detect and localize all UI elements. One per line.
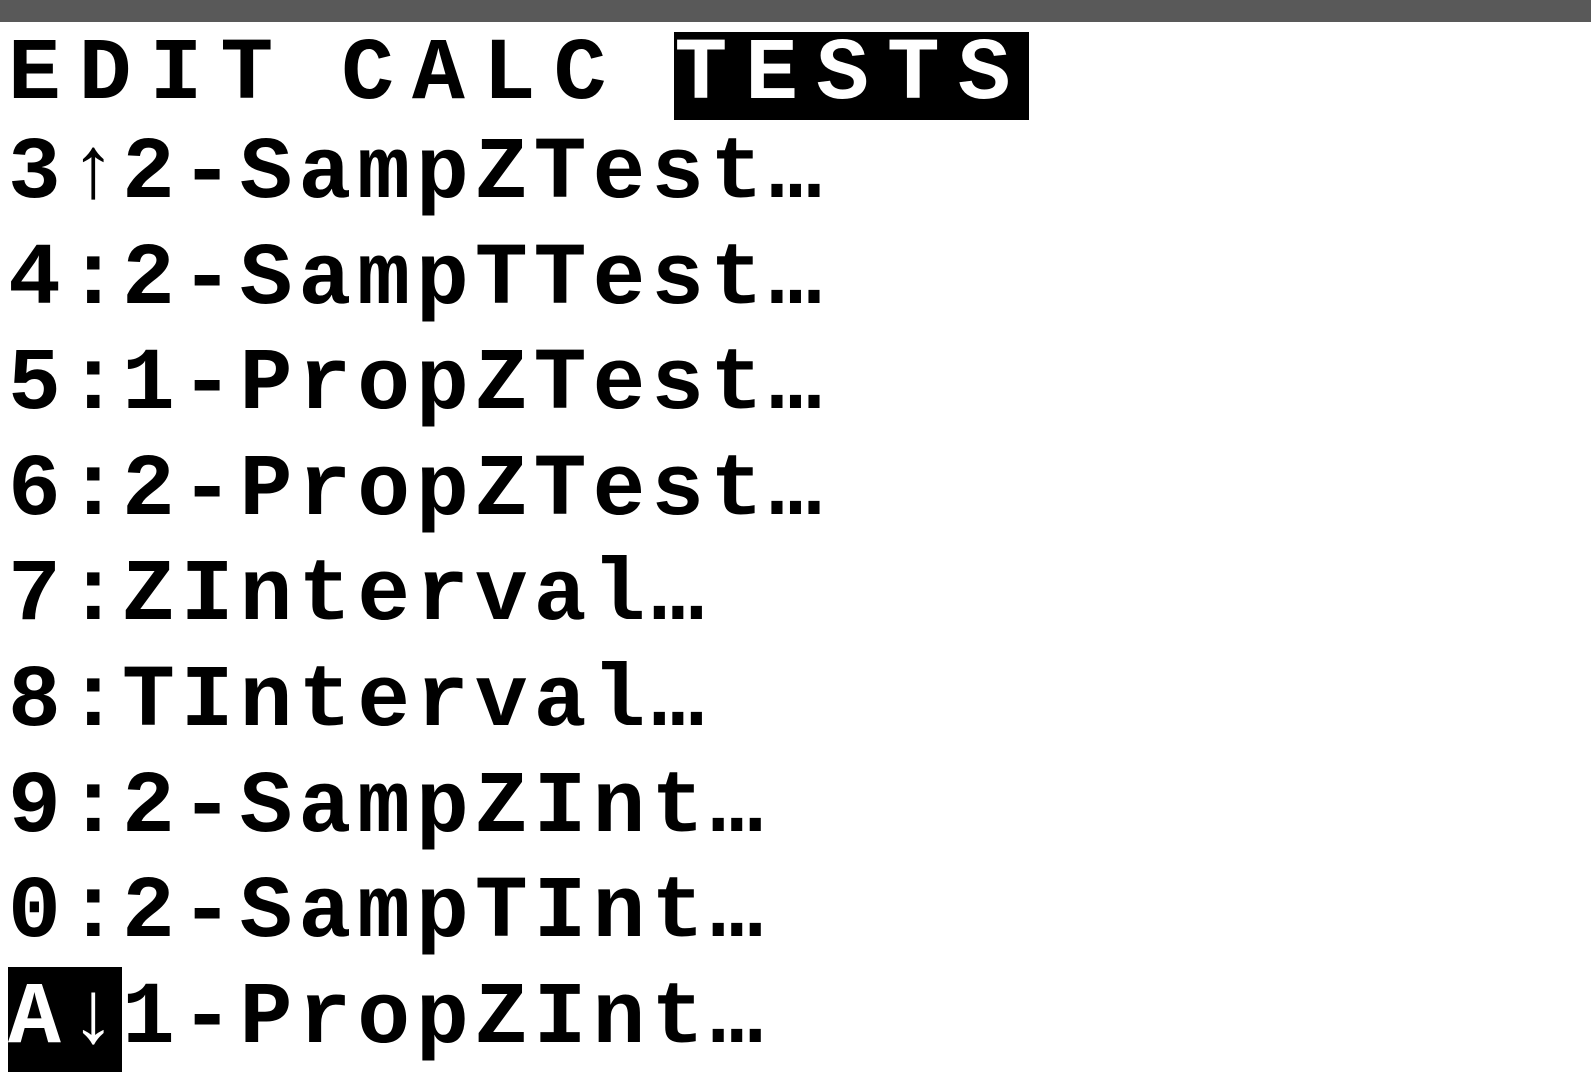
tests-menu-list: 3↑ 2-SampZTest… 4: 2-SampTTest… 5: 1-Pro…: [8, 122, 1583, 1072]
menu-item-label: 2-SampTTest…: [122, 228, 828, 334]
tab-edit[interactable]: EDIT: [8, 32, 291, 120]
menu-item-label: 2-PropZTest…: [122, 439, 828, 545]
menu-item-7[interactable]: 7: ZInterval…: [8, 544, 1583, 650]
calculator-screen: EDIT CALC TESTS 3↑ 2-SampZTest… 4: 2-Sam…: [0, 22, 1591, 1072]
menu-item-label: 2-SampZInt…: [122, 756, 769, 862]
menu-item-4[interactable]: 4: 2-SampTTest…: [8, 228, 1583, 334]
menu-item-prefix: 6:: [8, 439, 122, 545]
menu-item-prefix-highlighted: A↓: [8, 967, 122, 1072]
menu-item-prefix: 3↑: [8, 122, 122, 228]
scroll-up-icon: ↑: [67, 122, 126, 228]
window-top-bar: [0, 0, 1591, 22]
menu-item-9[interactable]: 9: 2-SampZInt…: [8, 756, 1583, 862]
menu-item-label: 1-PropZInt…: [122, 967, 769, 1072]
menu-item-prefix: 8:: [8, 650, 122, 756]
menu-item-label: ZInterval…: [122, 544, 710, 650]
menu-item-5[interactable]: 5: 1-PropZTest…: [8, 333, 1583, 439]
tab-tests[interactable]: TESTS: [674, 32, 1028, 120]
menu-item-prefix: 7:: [8, 544, 122, 650]
tab-gap: [291, 32, 341, 120]
menu-item-prefix: 9:: [8, 756, 122, 862]
menu-item-label: 2-SampZTest…: [122, 122, 828, 228]
menu-item-prefix: 5:: [8, 333, 122, 439]
menu-item-0[interactable]: 0: 2-SampTInt…: [8, 861, 1583, 967]
menu-item-label: 1-PropZTest…: [122, 333, 828, 439]
tab-calc[interactable]: CALC: [341, 32, 624, 120]
menu-item-prefix: 0:: [8, 861, 122, 967]
menu-item-6[interactable]: 6: 2-PropZTest…: [8, 439, 1583, 545]
menu-item-label: 2-SampTInt…: [122, 861, 769, 967]
menu-tab-bar: EDIT CALC TESTS: [8, 32, 1583, 120]
menu-item-3[interactable]: 3↑ 2-SampZTest…: [8, 122, 1583, 228]
scroll-down-icon: ↓: [67, 967, 126, 1072]
menu-item-8[interactable]: 8: TInterval…: [8, 650, 1583, 756]
tab-gap: [624, 32, 674, 120]
menu-item-a[interactable]: A↓ 1-PropZInt…: [8, 967, 1583, 1072]
menu-item-prefix: 4:: [8, 228, 122, 334]
menu-item-label: TInterval…: [122, 650, 710, 756]
